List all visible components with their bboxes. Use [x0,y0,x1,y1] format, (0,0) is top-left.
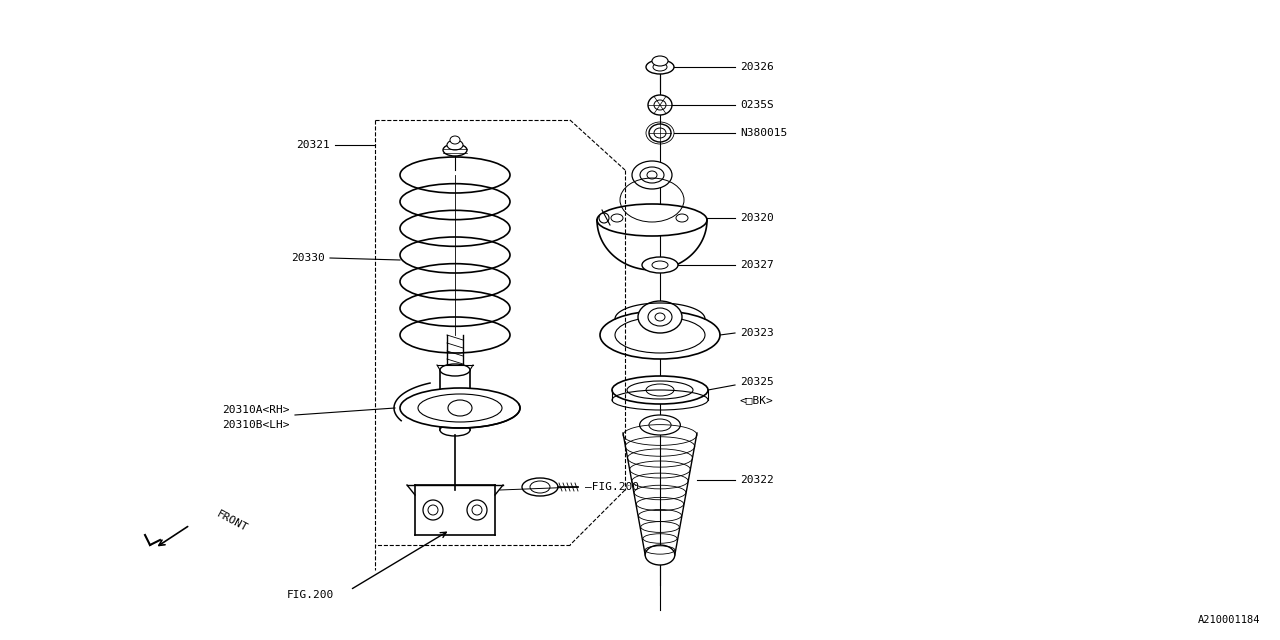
Ellipse shape [611,214,623,222]
Ellipse shape [640,167,664,183]
Ellipse shape [443,144,467,156]
Ellipse shape [654,128,666,138]
Text: FRONT: FRONT [215,509,250,534]
Ellipse shape [648,95,672,115]
Ellipse shape [655,313,666,321]
Ellipse shape [399,388,520,428]
Ellipse shape [652,261,668,269]
Ellipse shape [646,60,675,74]
Ellipse shape [637,301,682,333]
Text: —FIG.200: —FIG.200 [585,482,639,492]
Text: 20322: 20322 [740,475,773,485]
Ellipse shape [600,311,719,359]
Ellipse shape [640,415,681,435]
Text: A210001184: A210001184 [1198,615,1260,625]
Ellipse shape [428,505,438,515]
Ellipse shape [648,308,672,326]
Text: 20310B<LH>: 20310B<LH> [223,420,291,430]
Ellipse shape [643,257,678,273]
Ellipse shape [451,136,460,144]
Ellipse shape [649,419,671,431]
Ellipse shape [654,100,666,110]
Text: FIG.200: FIG.200 [287,590,334,600]
Ellipse shape [649,124,671,142]
Ellipse shape [467,500,486,520]
Ellipse shape [472,505,483,515]
Ellipse shape [440,424,470,436]
Text: <□BK>: <□BK> [740,395,773,405]
Text: 20326: 20326 [740,62,773,72]
Text: 20327: 20327 [740,260,773,270]
Ellipse shape [422,500,443,520]
Ellipse shape [447,140,463,150]
Ellipse shape [632,161,672,189]
Ellipse shape [646,171,657,179]
Text: 20330: 20330 [292,253,325,263]
Text: 20321: 20321 [296,140,330,150]
Ellipse shape [448,400,472,416]
Text: 20325: 20325 [740,377,773,387]
Ellipse shape [522,478,558,496]
Text: 20320: 20320 [740,213,773,223]
Ellipse shape [652,56,668,66]
Ellipse shape [440,364,470,376]
Ellipse shape [599,213,609,223]
Ellipse shape [645,545,675,565]
Ellipse shape [596,204,707,236]
Ellipse shape [612,376,708,404]
Ellipse shape [653,63,667,71]
Ellipse shape [530,481,550,493]
Text: 20323: 20323 [740,328,773,338]
Ellipse shape [676,214,689,222]
Text: N380015: N380015 [740,128,787,138]
Text: 0235S: 0235S [740,100,773,110]
Text: 20310A<RH>: 20310A<RH> [223,405,291,415]
Ellipse shape [646,384,675,396]
